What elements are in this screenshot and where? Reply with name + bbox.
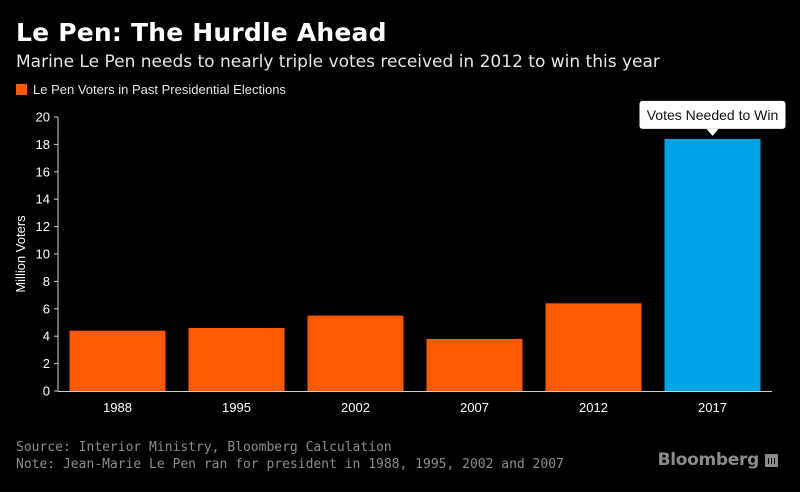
y-tick-label: 8	[43, 274, 50, 289]
chart-subtitle: Marine Le Pen needs to nearly triple vot…	[16, 52, 660, 72]
annotation-pointer	[706, 128, 719, 136]
y-tick-label: 6	[43, 301, 50, 316]
x-tick-label: 1988	[103, 400, 132, 415]
bar-2017	[664, 138, 761, 391]
y-tick-label: 14	[36, 192, 50, 207]
bar-2012	[545, 303, 642, 391]
brand-logo: Bloomberg	[658, 450, 778, 470]
chart-title: Le Pen: The Hurdle Ahead	[16, 18, 387, 47]
y-axis-title: Million Voters	[13, 215, 28, 293]
x-tick-label: 2002	[341, 400, 370, 415]
bar-2002	[307, 315, 404, 391]
chart-annotation: Votes Needed to Win	[639, 100, 786, 136]
y-tick-label: 20	[36, 110, 50, 125]
footnote: Note: Jean-Marie Le Pen ran for presiden…	[16, 457, 564, 472]
chart-bars	[69, 138, 761, 391]
x-tick-label: 2007	[460, 400, 489, 415]
x-tick-label: 1995	[222, 400, 251, 415]
annotation-label: Votes Needed to Win	[647, 107, 779, 123]
source-note: Source: Interior Ministry, Bloomberg Cal…	[16, 440, 392, 455]
bar-1995	[188, 327, 285, 391]
y-tick-label: 12	[36, 219, 50, 234]
y-tick-label: 4	[43, 329, 50, 344]
annotation-box	[639, 100, 786, 129]
y-tick-label: 0	[43, 384, 50, 399]
bar-chart-icon	[765, 453, 778, 467]
chart-axes: 0 2 4 6 8 10 12 14 16 18 20 Million Voters 1988 1995 2…	[13, 110, 772, 415]
x-tick-label: 2017	[698, 400, 727, 415]
y-tick-label: 18	[36, 137, 50, 152]
legend: Le Pen Voters in Past Presidential Elect…	[16, 82, 286, 97]
bar-2007	[426, 338, 523, 391]
brand-name: Bloomberg	[657, 450, 760, 470]
y-tick-label: 2	[43, 356, 50, 371]
chart-footer: Source: Interior Ministry, Bloomberg Cal…	[16, 439, 564, 473]
bar-1988	[69, 330, 166, 391]
y-tick-label: 16	[36, 164, 50, 179]
legend-label: Le Pen Voters in Past Presidential Elect…	[33, 82, 286, 97]
y-tick-label: 10	[36, 247, 50, 262]
x-tick-label: 2012	[579, 400, 608, 415]
legend-swatch	[16, 84, 27, 95]
